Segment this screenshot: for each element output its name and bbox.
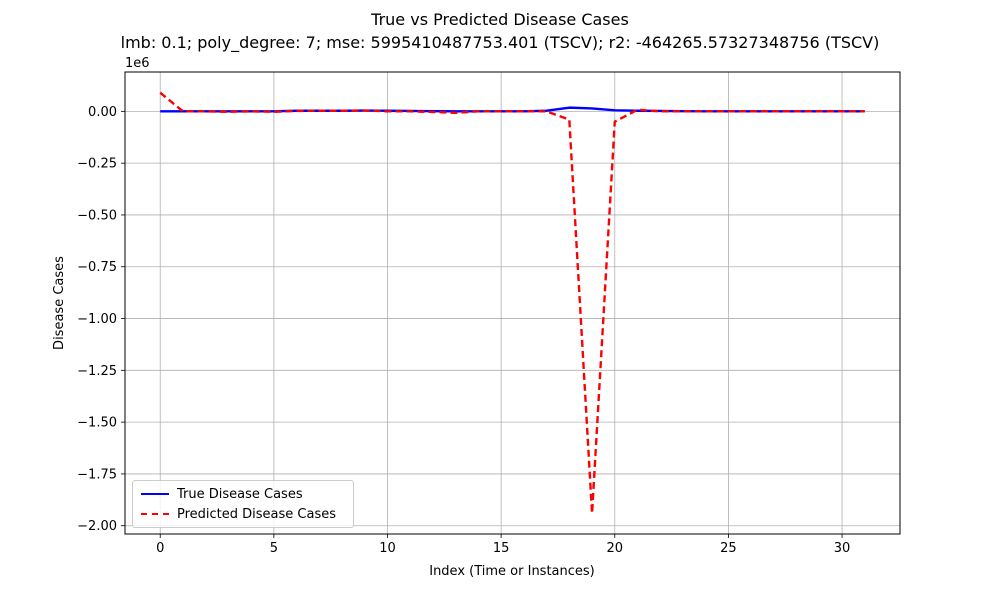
y-axis-label: Disease Cases — [52, 256, 67, 350]
series-line-predicted — [159, 91, 865, 515]
legend-swatch-predicted — [141, 513, 169, 515]
y-tick-label: −1.75 — [77, 467, 117, 482]
y-tick-label: −1.00 — [77, 312, 117, 327]
y-tick-label: −1.50 — [77, 416, 117, 431]
plot-frame — [124, 71, 901, 535]
x-tick-label: 20 — [606, 541, 623, 556]
y-tick-label: 0.00 — [88, 105, 117, 120]
x-axis-label: Index (Time or Instances) — [429, 564, 595, 579]
y-tick-label: −2.00 — [77, 519, 117, 534]
x-tick-label: 30 — [834, 541, 851, 556]
y-axis-ticks: 0.00 −0.25 −0.50 −0.75 −1.00 −1.25 −1.50 −1.75 −… — [77, 105, 125, 534]
x-tick-label: 5 — [270, 541, 278, 556]
x-tick-label: 10 — [379, 541, 396, 556]
legend-item-predicted: Predicted Disease Cases — [141, 505, 336, 523]
legend: True Disease Cases Predicted Disease Cas… — [132, 480, 354, 528]
legend-label-predicted: Predicted Disease Cases — [177, 506, 337, 522]
chart-subtitle: lmb: 0.1; poly_degree: 7; mse: 599541048… — [120, 33, 880, 52]
legend-label-true: True Disease Cases — [177, 486, 303, 502]
y-tick-label: −0.50 — [77, 208, 117, 223]
x-tick-label: 15 — [493, 541, 510, 556]
legend-swatch-true — [141, 493, 169, 495]
y-tick-label: −1.25 — [77, 364, 117, 379]
x-tick-label: 25 — [720, 541, 737, 556]
y-offset-label: 1e6 — [125, 56, 150, 71]
y-tick-label: −0.75 — [77, 260, 117, 275]
legend-item-true: True Disease Cases — [141, 485, 303, 503]
x-tick-label: 0 — [156, 541, 164, 556]
series-layer — [159, 91, 865, 515]
y-tick-label: −0.25 — [77, 157, 117, 172]
x-axis-ticks: 0 5 10 15 20 25 30 — [156, 534, 850, 556]
chart-title: True vs Predicted Disease Cases — [371, 10, 629, 29]
grid-layer — [125, 72, 900, 534]
